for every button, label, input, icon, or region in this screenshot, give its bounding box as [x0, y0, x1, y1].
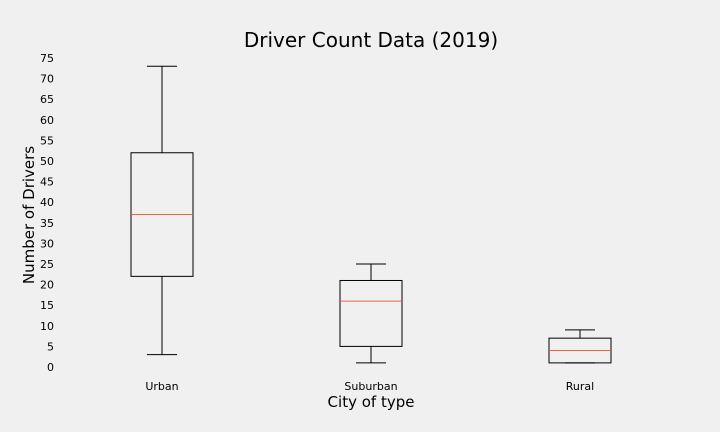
y-tick-label: 30: [40, 237, 54, 250]
box-series: [130, 65, 612, 364]
y-tick-label: 45: [40, 176, 54, 189]
x-tick-label: Rural: [566, 380, 594, 393]
y-tick-label: 5: [47, 340, 54, 353]
y-tick-label: 75: [40, 52, 54, 65]
y-tick-label: 40: [40, 196, 54, 209]
box-urban: [130, 65, 194, 356]
y-tick-label: 25: [40, 258, 54, 271]
y-tick-label: 65: [40, 93, 54, 106]
y-tick-label: 20: [40, 279, 54, 292]
box-suburban: [339, 263, 403, 364]
y-tick-label: 50: [40, 155, 54, 168]
y-tick-label: 60: [40, 114, 54, 127]
y-axis-label: Number of Drivers: [20, 146, 38, 284]
y-tick-label: 70: [40, 73, 54, 86]
x-axis-ticks: Urban Suburban Rural: [145, 380, 594, 393]
y-tick-label: 0: [47, 361, 54, 374]
chart-title: Driver Count Data (2019): [244, 28, 498, 52]
y-tick-label: 10: [40, 320, 54, 333]
box-rural: [548, 329, 612, 364]
interquartile-box: [339, 279, 403, 347]
x-tick-label: Suburban: [344, 380, 397, 393]
y-tick-label: 15: [40, 299, 54, 312]
x-axis-label: City of type: [328, 393, 415, 411]
y-tick-label: 55: [40, 134, 54, 147]
y-axis-ticks: 0 5 10 15 20 25 30 35 40 45 50 55 60 65 70 75: [40, 52, 54, 374]
y-tick-label: 35: [40, 217, 54, 230]
x-tick-label: Urban: [145, 380, 178, 393]
